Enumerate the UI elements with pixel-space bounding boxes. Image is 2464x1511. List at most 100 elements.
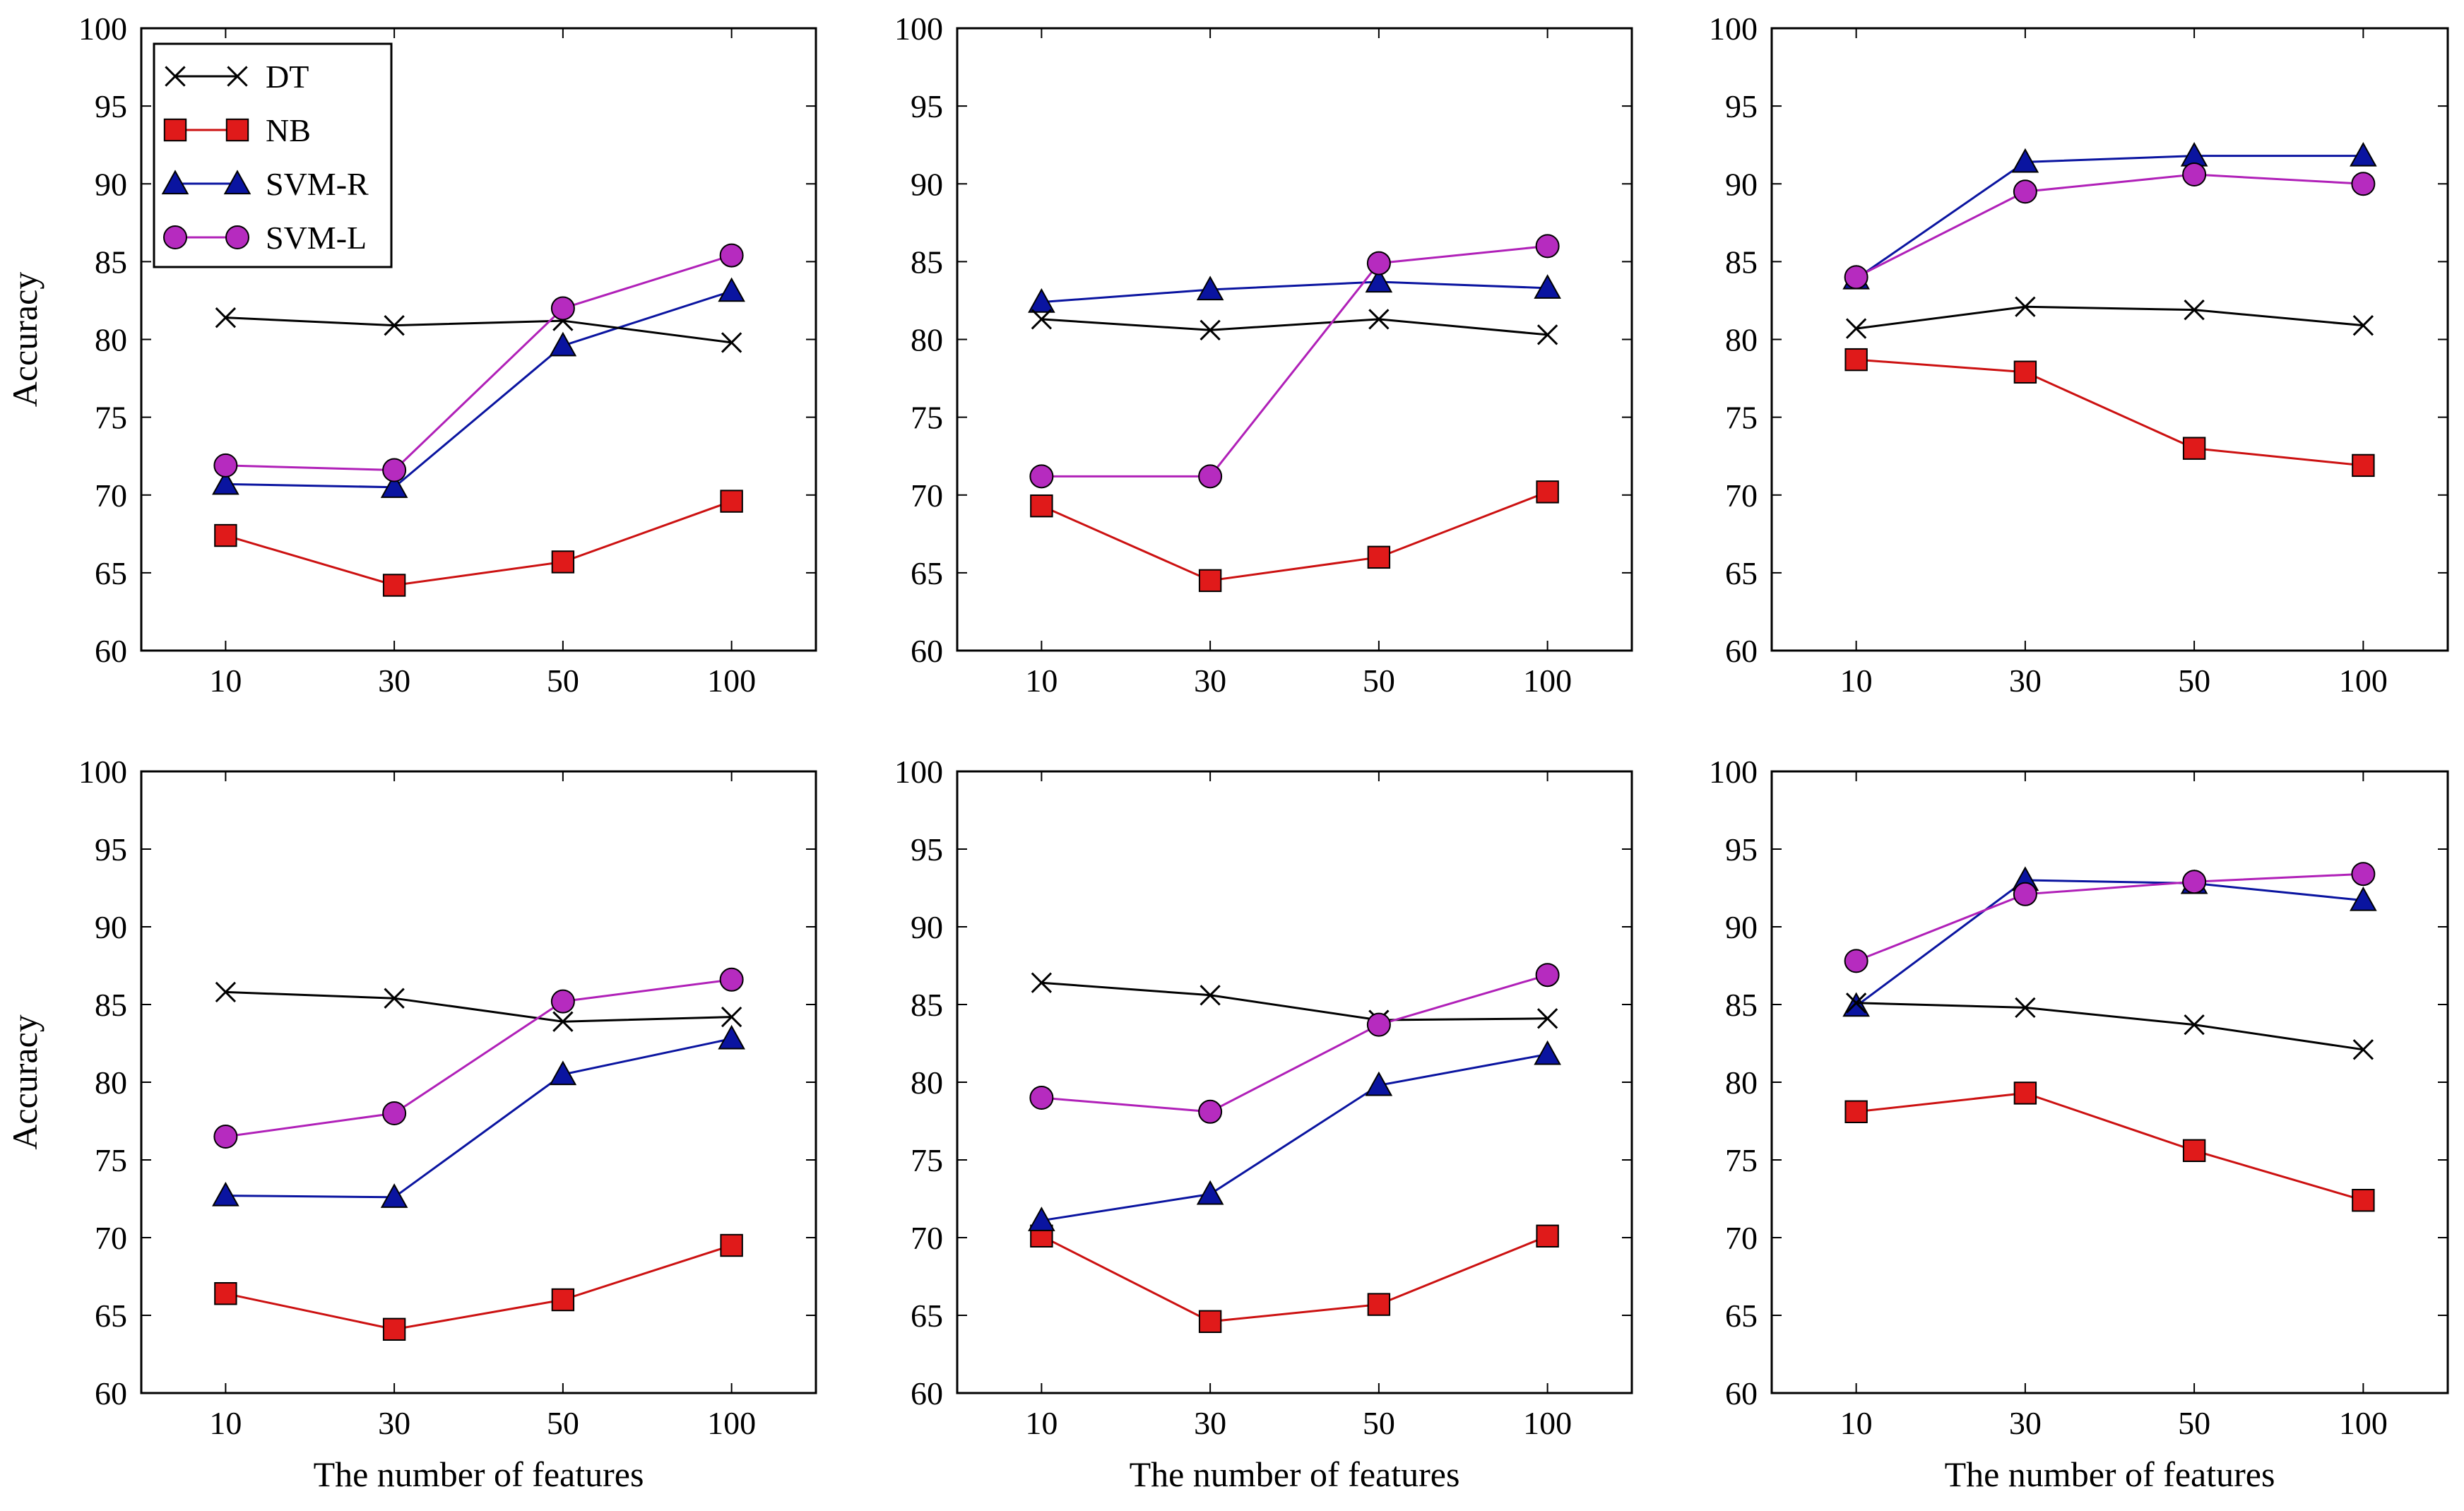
y-tick-label: 80 — [95, 1065, 127, 1101]
marker-svm-l-2 — [1366, 251, 1391, 275]
marker-dt-1 — [1200, 319, 1221, 340]
marker-nb-2 — [1367, 1293, 1391, 1316]
plot-frame — [956, 770, 1633, 1394]
y-tick-label: 70 — [911, 478, 943, 514]
series-svm-r — [212, 1024, 745, 1208]
x-tick-label: 30 — [2009, 663, 2042, 699]
x-tick-label: 50 — [2178, 663, 2210, 699]
series-dt — [215, 307, 742, 353]
panel-1: 60 65 70 75 80 85 90 95 100 10 30 50 100 Accuracy DT NB… — [5, 11, 817, 699]
x-tick-label: 10 — [1025, 663, 1058, 699]
x-tick-label: 30 — [1194, 663, 1226, 699]
x-tick-label: 100 — [2339, 1405, 2388, 1441]
x-axis-title: The number of features — [314, 1454, 644, 1494]
marker-dt-0 — [1031, 309, 1053, 330]
marker-svm-l-2 — [1366, 1012, 1391, 1037]
marker-dt-3 — [2352, 1039, 2374, 1060]
marker-dt-0 — [215, 307, 237, 328]
marker-legend-nb-0 — [163, 118, 187, 142]
marker-svm-l-1 — [2013, 882, 2037, 906]
series-svm-r — [1842, 141, 2377, 290]
y-tick-label: 60 — [95, 1375, 127, 1411]
marker-nb-3 — [1536, 480, 1559, 504]
marker-svm-l-2 — [2182, 870, 2207, 894]
series-line-svm-l — [1041, 973, 1548, 1113]
marker-dt-1 — [384, 315, 405, 336]
legend-entry-svm-l: SVM-L — [163, 220, 367, 256]
marker-nb-0 — [1030, 494, 1053, 518]
y-tick-label: 75 — [1725, 1142, 1758, 1178]
y-tick-label: 90 — [95, 166, 127, 202]
series-line-svm-r — [225, 290, 733, 489]
series-line-dt — [1856, 1002, 2364, 1051]
marker-svm-l-2 — [2182, 162, 2207, 187]
y-tick-label: 65 — [95, 555, 127, 591]
y-tick-label: 75 — [95, 400, 127, 436]
marker-svm-r-3 — [2350, 886, 2377, 911]
series-line-nb — [1856, 358, 2364, 467]
marker-svm-l-1 — [2013, 179, 2037, 204]
series-nb — [1030, 1224, 1559, 1333]
x-tick-label: 10 — [209, 1405, 242, 1441]
marker-dt-1 — [384, 988, 405, 1009]
y-tick-label: 95 — [1725, 831, 1758, 867]
marker-dt-2 — [1368, 309, 1390, 330]
y-tick-label: 80 — [95, 322, 127, 358]
y-tick-label: 95 — [95, 88, 127, 124]
marker-nb-1 — [1198, 569, 1222, 593]
y-tick-label: 65 — [1725, 1298, 1758, 1334]
legend-entry-svm-r: SVM-R — [161, 166, 369, 202]
series-svm-r — [1842, 866, 2377, 1017]
series-line-dt — [1041, 981, 1548, 1021]
series-svm-l — [213, 967, 744, 1149]
plot-frame — [1770, 27, 2449, 652]
marker-nb-0 — [1844, 348, 1868, 372]
marker-legend-dt-1 — [227, 66, 248, 87]
marker-nb-1 — [382, 1317, 406, 1341]
series-nb — [1030, 480, 1559, 593]
series-line-svm-r — [1041, 1053, 1548, 1222]
marker-svm-l-3 — [719, 967, 744, 992]
y-tick-label: 60 — [1725, 1375, 1758, 1411]
y-tick-label: 85 — [95, 987, 127, 1023]
marker-svm-l-2 — [550, 296, 575, 321]
marker-svm-l-0 — [213, 1125, 238, 1149]
series-nb — [214, 1233, 743, 1341]
y-tick-label: 75 — [911, 400, 943, 436]
marker-svm-l-3 — [719, 243, 744, 268]
series-dt — [1031, 309, 1558, 345]
marker-svm-r-3 — [2350, 141, 2377, 167]
y-tick-label: 80 — [911, 322, 943, 358]
marker-dt-2 — [2184, 1014, 2205, 1036]
marker-nb-1 — [382, 574, 406, 597]
marker-svm-l-0 — [1029, 464, 1054, 489]
marker-svm-l-1 — [382, 458, 407, 482]
y-tick-label: 65 — [911, 555, 943, 591]
panel-2: 60 65 70 75 80 85 90 95 100 10 30 50 100 — [894, 11, 1633, 699]
series-svm-l — [1844, 862, 2376, 973]
x-tick-label: 30 — [378, 663, 410, 699]
marker-nb-3 — [2352, 454, 2375, 478]
y-tick-label: 60 — [911, 633, 943, 669]
series-line-svm-l — [1041, 244, 1548, 478]
panel-3: 60 65 70 75 80 85 90 95 100 10 30 50 100 — [1709, 11, 2449, 699]
y-tick-label: 65 — [95, 1298, 127, 1334]
y-tick-label: 100 — [78, 11, 127, 47]
marker-dt-0 — [1845, 318, 1867, 339]
marker-svm-r-0 — [1028, 288, 1055, 313]
series-nb — [214, 490, 743, 597]
marker-svm-l-0 — [1844, 949, 1868, 973]
x-axis-title: The number of features — [1130, 1454, 1460, 1494]
marker-dt-1 — [1200, 985, 1221, 1006]
marker-svm-l-1 — [382, 1101, 407, 1125]
marker-nb-2 — [551, 1288, 575, 1312]
series-nb — [1844, 348, 2375, 478]
y-tick-label: 100 — [894, 754, 943, 790]
y-tick-label: 95 — [911, 831, 943, 867]
y-tick-label: 70 — [95, 478, 127, 514]
legend-label-dt: DT — [266, 59, 309, 95]
marker-dt-0 — [215, 981, 237, 1003]
y-axis-title: Accuracy — [5, 272, 45, 408]
marker-svm-l-1 — [1198, 464, 1223, 489]
